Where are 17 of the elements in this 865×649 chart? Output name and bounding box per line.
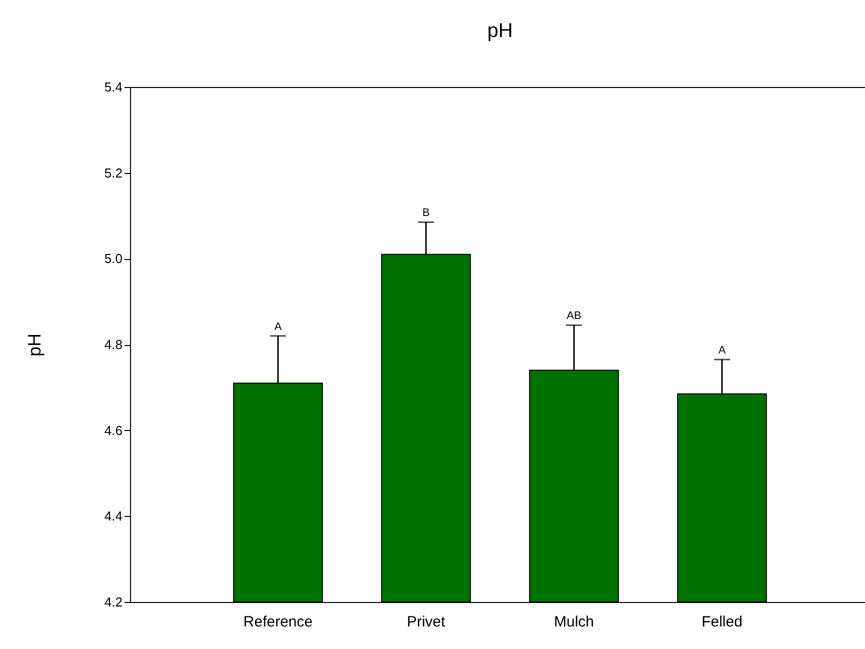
y-tick-label: 4.6 — [104, 422, 122, 438]
y-tick-label: 4.4 — [104, 508, 122, 524]
annotation: A — [718, 344, 726, 357]
x-tick-label: Felled — [702, 614, 742, 630]
annotation: A — [274, 320, 282, 333]
y-axis-title: pH — [24, 333, 44, 357]
annotation: B — [422, 207, 430, 220]
x-tick-label: Reference — [243, 614, 313, 630]
x-tick-label: Mulch — [554, 614, 594, 630]
annotation: AB — [566, 310, 582, 322]
x-tick-label: Privet — [406, 614, 446, 630]
y-tick-label: 5.4 — [104, 80, 122, 94]
y-tick-label: 4.2 — [104, 594, 122, 610]
y-tick-label: 4.8 — [104, 337, 122, 352]
y-tick-label: 5.2 — [104, 165, 122, 180]
chart-title: pH — [487, 20, 513, 42]
y-tick-label: 5.0 — [104, 251, 122, 266]
